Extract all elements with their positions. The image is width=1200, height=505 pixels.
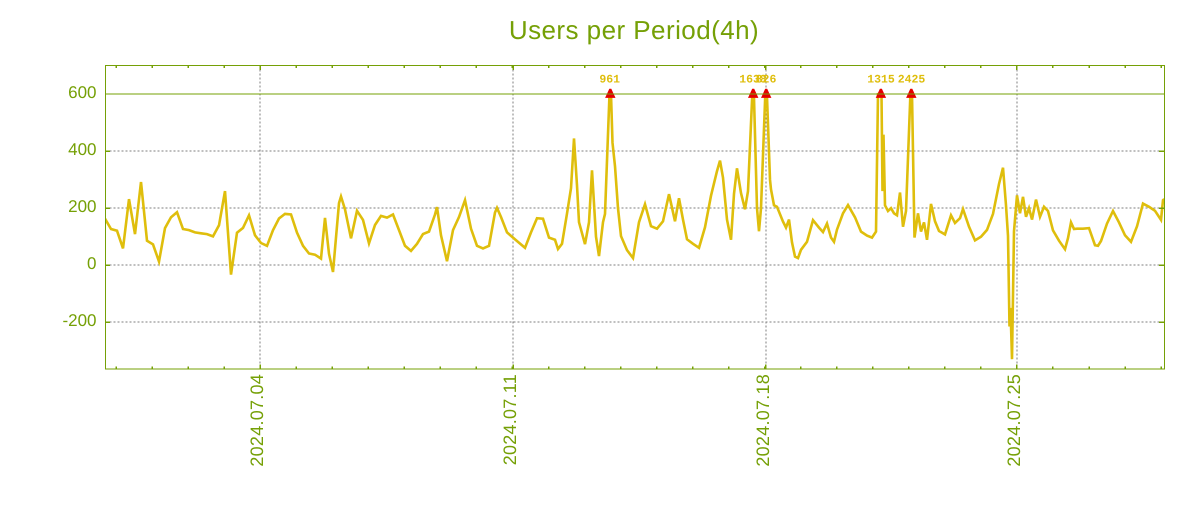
svg-text:2425: 2425: [898, 74, 926, 87]
svg-text:2024.07.18: 2024.07.18: [753, 374, 773, 467]
svg-text:400: 400: [68, 140, 96, 159]
svg-text:1315: 1315: [867, 74, 895, 87]
svg-text:200: 200: [68, 197, 96, 216]
svg-text:0: 0: [87, 254, 96, 273]
svg-text:-200: -200: [62, 311, 96, 330]
svg-text:1638: 1638: [739, 74, 767, 87]
svg-text:2024.07.11: 2024.07.11: [500, 374, 520, 465]
svg-text:961: 961: [599, 74, 620, 87]
svg-text:826: 826: [756, 74, 777, 87]
svg-text:600: 600: [68, 83, 96, 102]
svg-text:Users per Period(4h): Users per Period(4h): [509, 15, 759, 45]
svg-text:2024.07.04: 2024.07.04: [247, 374, 267, 467]
svg-text:2024.07.25: 2024.07.25: [1004, 374, 1024, 467]
